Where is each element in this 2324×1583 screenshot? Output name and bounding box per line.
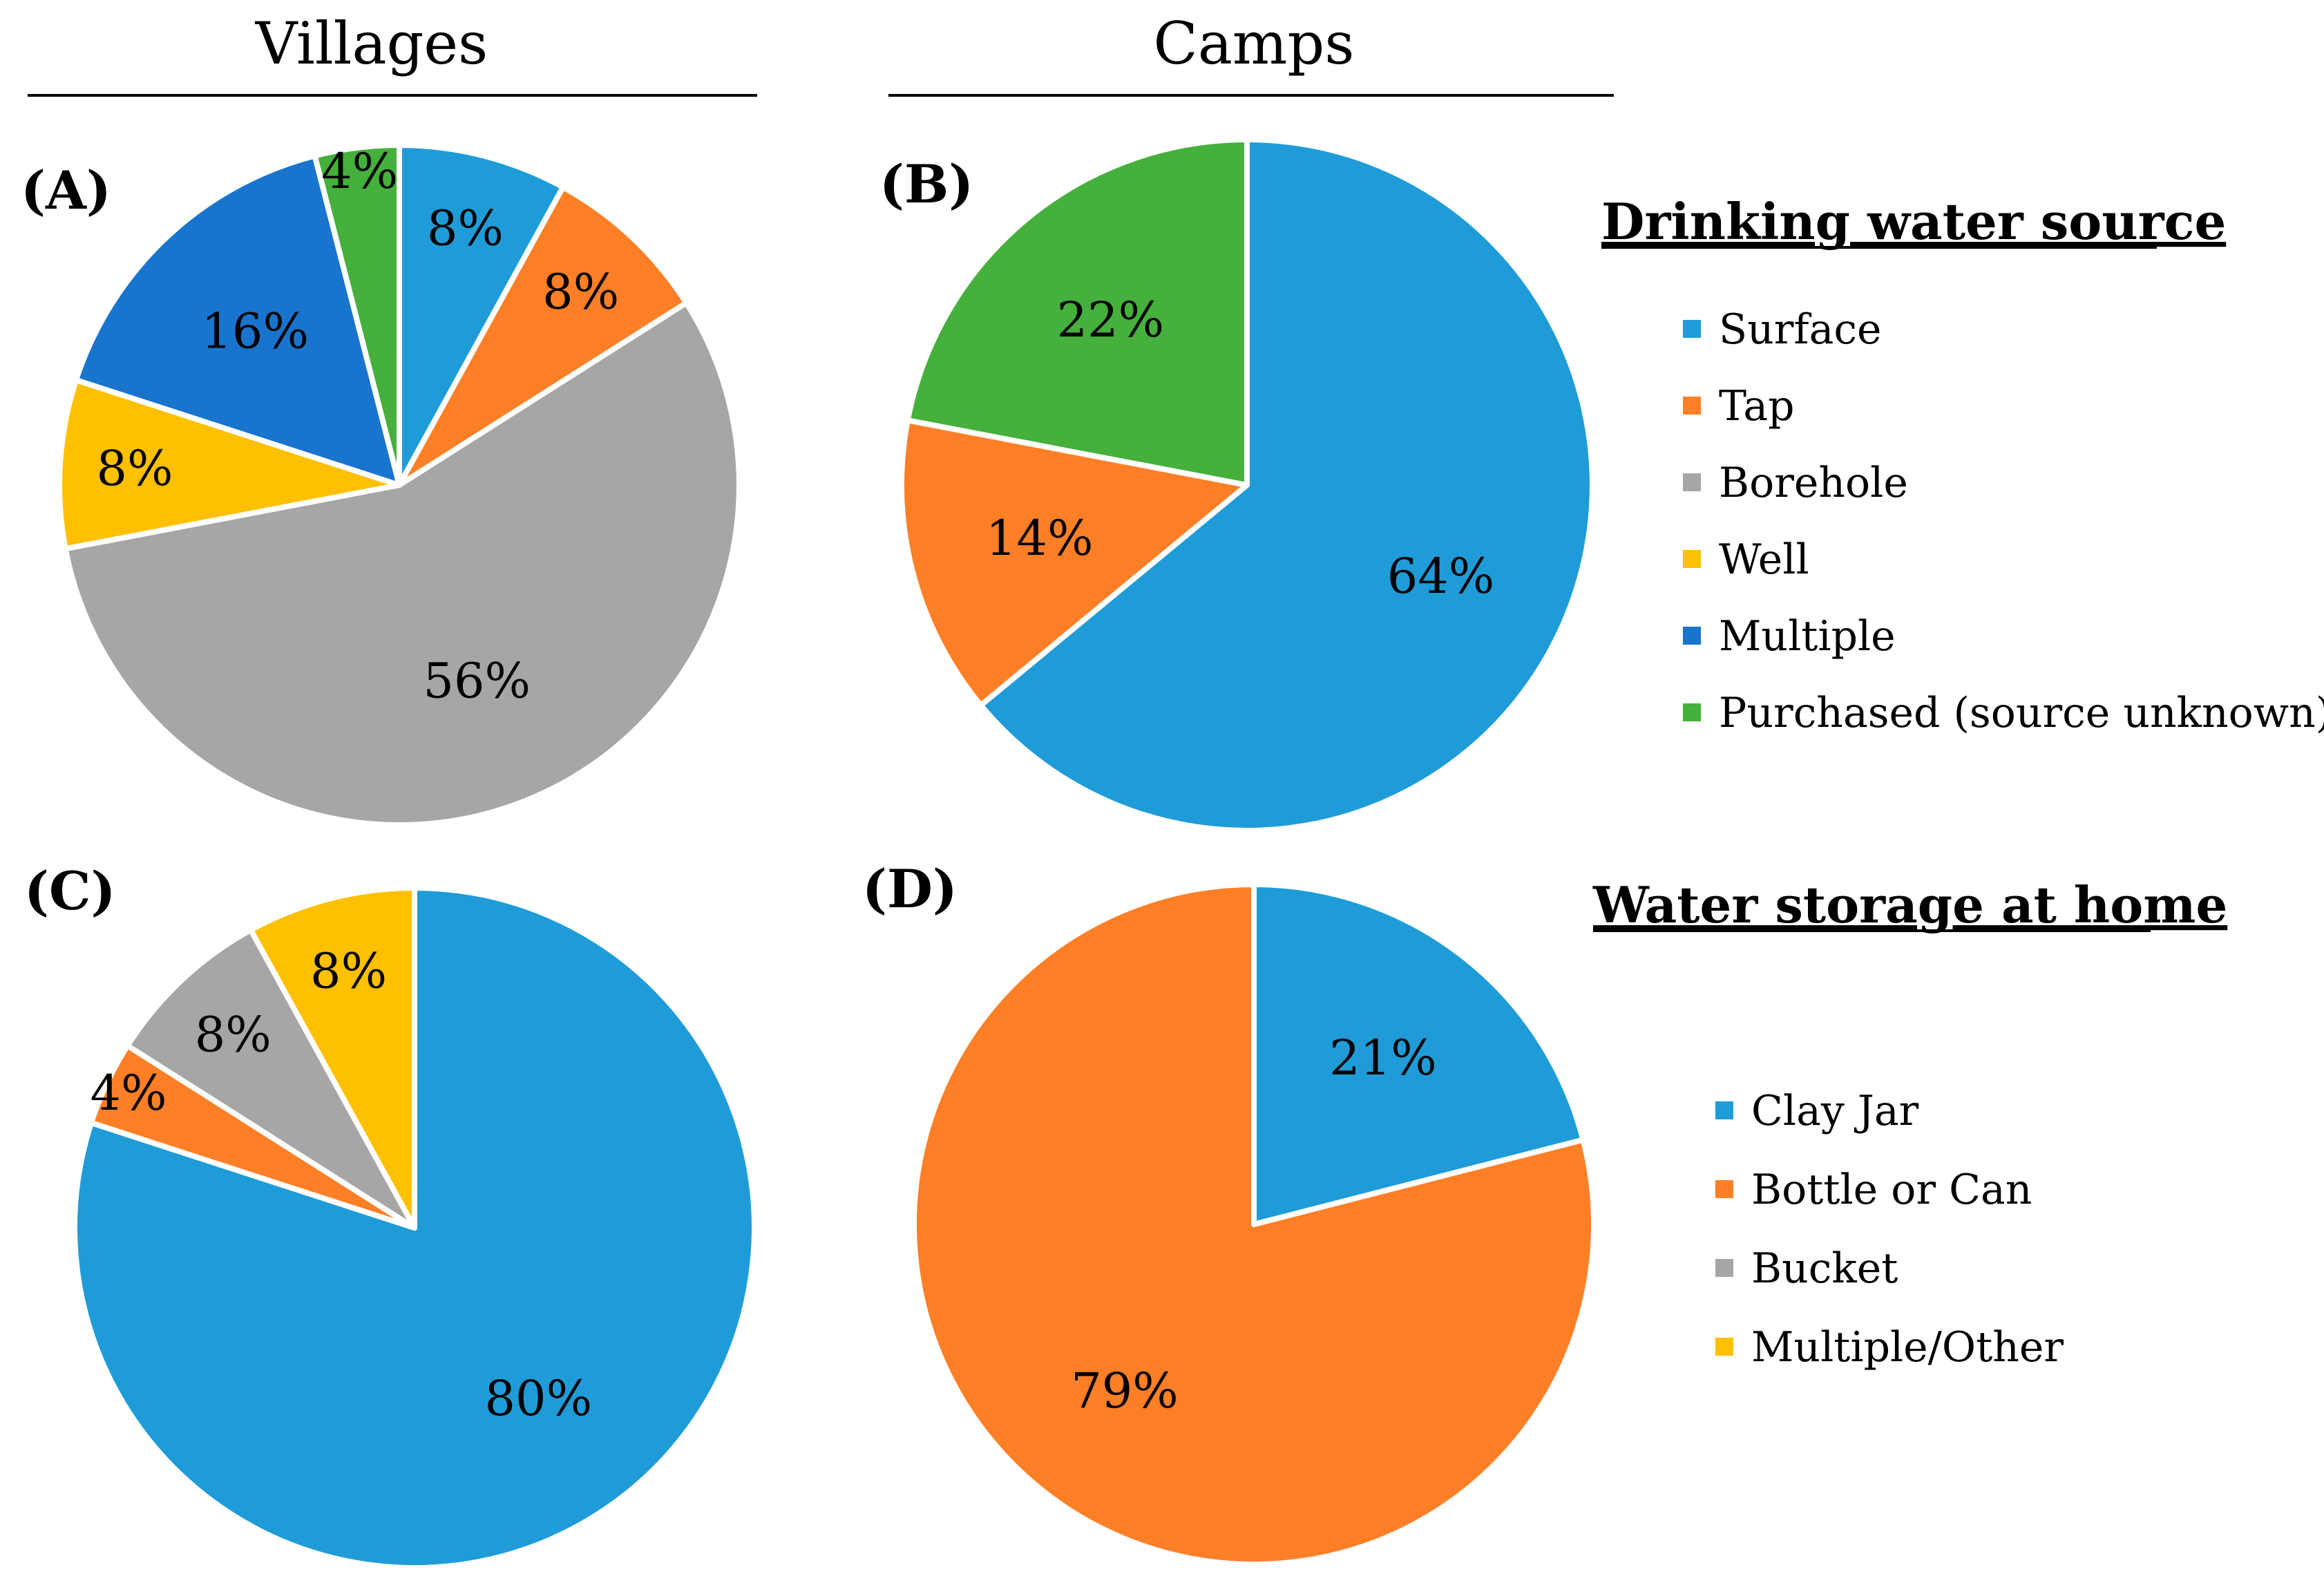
legend-swatch [1683, 320, 1701, 338]
legend-swatch [1683, 627, 1701, 645]
legend-swatch [1715, 1259, 1733, 1277]
pie-slice-tap [397, 184, 689, 488]
panel-label-a: (A) [21, 160, 111, 221]
legend-title-storage: Water storage at home [1592, 875, 2227, 934]
pie-data-label: 14% [986, 510, 1094, 567]
pie-slice-multiple-other [247, 885, 417, 1231]
pie-data-label: 8% [310, 942, 387, 999]
pie-data-label: 16% [201, 303, 309, 360]
legend-title-source: Drinking water source [1601, 192, 2226, 251]
pie-chart-a: 8% 8% 56% 8% 16% 4% [57, 142, 742, 828]
legend-swatch [1683, 397, 1701, 415]
panel-label-b: (B) [879, 153, 973, 215]
column-title-villages: Villages [255, 10, 488, 77]
pie-slice-surface [397, 142, 566, 488]
legend-item-label: Multiple/Other [1751, 1323, 2064, 1372]
legend-item-label: Well [1719, 535, 1809, 584]
pie-chart-c: 80% 4% 8% 8% [72, 885, 757, 1571]
legend-item-label: Clay Jar [1751, 1087, 1919, 1135]
pie-data-label: 8% [96, 440, 173, 497]
pie-data-label: 4% [90, 1065, 166, 1121]
pie-slice-bucket [124, 927, 417, 1231]
legend-item-label: Surface [1719, 305, 1882, 354]
pie-data-label: 79% [1071, 1363, 1179, 1419]
pie-data-label: 4% [321, 143, 398, 200]
pie-data-label: 64% [1387, 548, 1495, 605]
pie-slice-clay-jar [1251, 882, 1586, 1227]
pie-slice-purchased-source-unknown [904, 137, 1250, 488]
legend-water-storage: Water storage at home Clay Jar Bottle or … [1592, 875, 2227, 1372]
legend-swatch [1715, 1338, 1733, 1356]
legend-item-label: Bottle or Can [1751, 1166, 2032, 1214]
pie-slice-multiple [73, 153, 402, 488]
legend-swatch [1683, 550, 1701, 568]
pie-data-label: 8% [542, 263, 619, 320]
pie-slice-tap [899, 417, 1250, 708]
legend-swatch [1715, 1101, 1733, 1119]
pie-chart-b: 64% 14% 22% [899, 137, 1595, 833]
pie-data-label: 8% [195, 1006, 272, 1063]
column-title-camps: Camps [1154, 10, 1355, 77]
panel-label-c: (C) [24, 860, 115, 922]
pie-chart-d: 21% 79% [911, 882, 1597, 1567]
pie-slice-borehole [62, 300, 742, 828]
legend-swatch [1683, 703, 1701, 721]
legend-swatch [1715, 1180, 1733, 1198]
legend-item-label: Tap [1719, 382, 1795, 430]
legend-item-label: Multiple [1719, 612, 1896, 661]
pie-slice-surface [978, 137, 1595, 833]
panel-label-d: (D) [862, 858, 958, 920]
pie-slice-well [57, 377, 402, 552]
legend-item-label: Borehole [1719, 459, 1908, 507]
pie-data-label: 21% [1329, 1030, 1437, 1086]
legend-swatch [1683, 473, 1701, 491]
pie-slice-bottle-or-can [911, 882, 1597, 1567]
legend-drinking-water-source: Drinking water source Surface Tap Borehole… [1601, 192, 2324, 737]
pie-data-label: 22% [1057, 292, 1165, 348]
pie-data-label: 8% [427, 200, 504, 256]
pie-data-label: 56% [423, 653, 531, 710]
pie-slice-purchased-source-unknown [312, 142, 402, 488]
legend-item-label: Bucket [1751, 1244, 1898, 1293]
legend-item-label: Purchased (source unknown) [1719, 689, 2324, 737]
pie-data-label: 80% [485, 1370, 593, 1427]
